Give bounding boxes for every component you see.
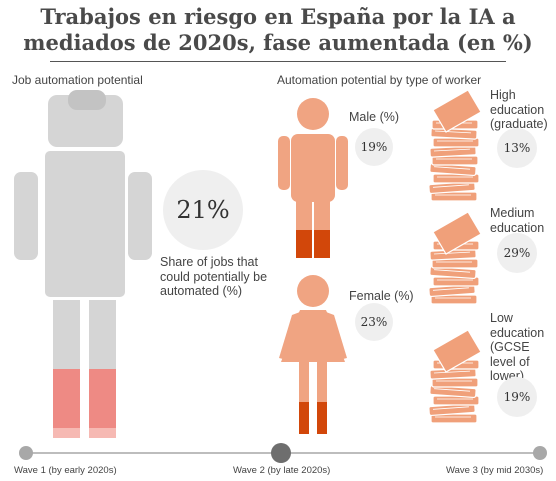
high-education-books-icon	[428, 89, 482, 202]
low-education-books-icon	[428, 329, 482, 424]
job-automation-heading: Job automation potential	[12, 73, 143, 87]
share-value-circle: 21%	[163, 170, 243, 250]
title-divider	[50, 61, 506, 62]
low-education-value: 19%	[503, 390, 531, 404]
low-education-value-circle: 19%	[497, 377, 537, 417]
medium-education-value-circle: 29%	[497, 233, 537, 273]
medium-education-value: 29%	[503, 246, 531, 260]
male-icon	[278, 98, 348, 258]
medium-education-books-icon	[428, 211, 482, 305]
wave-2-label[interactable]: Wave 2 (by late 2020s)	[233, 465, 331, 476]
worker-type-heading: Automation potential by type of worker	[277, 73, 482, 87]
robot-icon	[14, 90, 152, 438]
wave-3-label[interactable]: Wave 3 (by mid 2030s)	[446, 465, 544, 476]
wave-3-dot[interactable]	[533, 446, 547, 460]
wave-1-dot[interactable]	[19, 446, 33, 460]
high-education-value: 13%	[503, 141, 531, 155]
female-icon	[279, 275, 347, 434]
wave-1-label[interactable]: Wave 1 (by early 2020s)	[14, 465, 117, 476]
title-line-2: mediados de 2020s, fase aumentada (en %)	[23, 30, 533, 55]
male-value: 19%	[360, 140, 388, 154]
medium-education-label: Medium education	[490, 206, 545, 235]
share-value: 21%	[176, 196, 230, 224]
title-line-1: Trabajos en riesgo en España por la IA a	[40, 4, 516, 29]
low-education-label: Low education (GCSE level of lower)	[490, 311, 545, 383]
female-value: 23%	[360, 315, 388, 329]
male-label: Male (%)	[349, 110, 400, 124]
page-title: Trabajos en riesgo en España por la IA a…	[0, 4, 556, 56]
male-value-circle: 19%	[355, 128, 393, 166]
share-caption: Share of jobs that could potentially be …	[160, 255, 268, 298]
high-education-label: High education (graduate)	[490, 88, 548, 131]
wave-2-dot-selected[interactable]	[271, 443, 291, 463]
female-value-circle: 23%	[355, 303, 393, 341]
female-label: Female (%)	[349, 289, 414, 303]
high-education-value-circle: 13%	[497, 128, 537, 168]
